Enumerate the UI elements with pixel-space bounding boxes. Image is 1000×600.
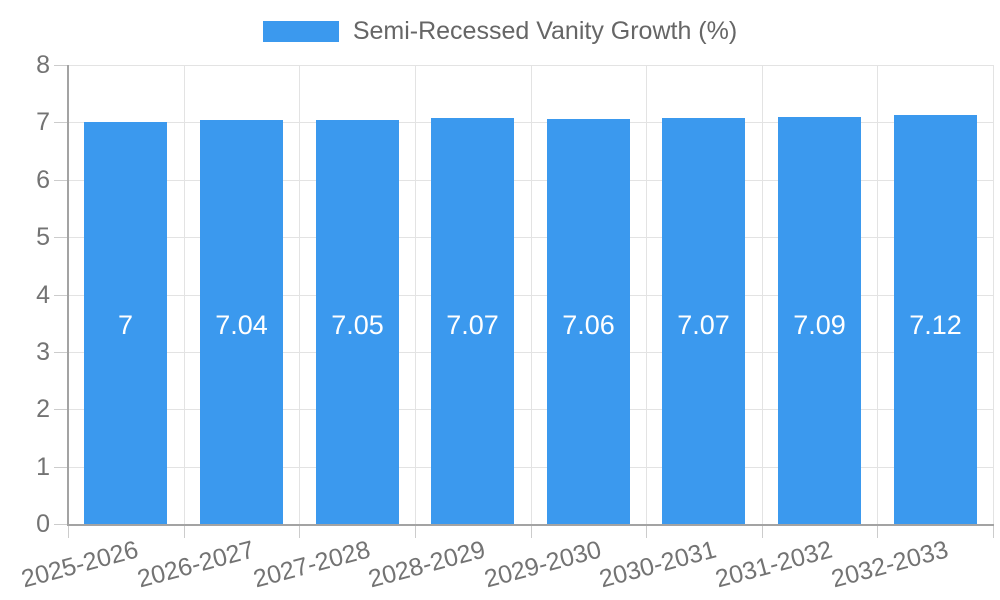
y-axis-tick-label: 2 bbox=[36, 395, 50, 423]
bar-value-label: 7.05 bbox=[331, 310, 384, 340]
y-axis-tick-mark bbox=[54, 352, 68, 353]
x-gridline bbox=[184, 65, 185, 524]
x-axis-line bbox=[67, 524, 994, 526]
x-gridline bbox=[646, 65, 647, 524]
y-axis-tick-mark bbox=[54, 467, 68, 468]
bar-value-label: 7.09 bbox=[793, 310, 846, 340]
y-axis-tick-mark bbox=[54, 409, 68, 410]
y-axis-line bbox=[67, 65, 69, 524]
y-axis-tick-label: 0 bbox=[36, 510, 50, 538]
bar-value-label: 7.04 bbox=[215, 310, 268, 340]
bar bbox=[316, 120, 399, 524]
y-gridline bbox=[68, 180, 993, 181]
bar-value-label: 7.06 bbox=[562, 310, 615, 340]
x-axis-category-label: 2029-2030 bbox=[481, 535, 604, 594]
bar-value-label: 7.12 bbox=[909, 310, 962, 340]
bar-value-label: 7 bbox=[117, 310, 134, 340]
bar bbox=[662, 118, 745, 524]
x-gridline bbox=[993, 65, 994, 524]
y-axis-tick-label: 1 bbox=[36, 453, 50, 481]
x-axis-category-label: 2027-2028 bbox=[249, 535, 373, 594]
y-axis-tick-label: 6 bbox=[36, 166, 50, 194]
y-axis-tick-label: 8 bbox=[36, 51, 50, 79]
bar-value-label: 7.07 bbox=[446, 310, 499, 340]
legend-swatch bbox=[262, 21, 339, 42]
y-gridline bbox=[68, 352, 993, 353]
x-axis-category-label: 2026-2027 bbox=[134, 535, 258, 594]
x-axis-tick-mark bbox=[762, 524, 763, 538]
y-axis-tick-label: 3 bbox=[36, 338, 50, 366]
x-axis-tick-mark bbox=[184, 524, 185, 538]
y-axis-tick-mark bbox=[54, 122, 68, 123]
y-axis-tick-mark bbox=[54, 295, 68, 296]
x-gridline bbox=[531, 65, 532, 524]
x-gridline bbox=[762, 65, 763, 524]
y-gridline bbox=[68, 122, 993, 123]
x-axis-tick-mark bbox=[299, 524, 300, 538]
bar bbox=[547, 119, 630, 524]
bar bbox=[200, 120, 283, 524]
x-gridline bbox=[299, 65, 300, 524]
chart-legend[interactable]: Semi-Recessed Vanity Growth (%) bbox=[0, 18, 1000, 45]
x-axis-tick-mark bbox=[415, 524, 416, 538]
x-axis-category-label: 2025-2026 bbox=[18, 535, 142, 594]
y-axis-tick-mark bbox=[54, 65, 68, 66]
x-axis-category-label: 2028-2029 bbox=[365, 535, 489, 594]
legend-label: Semi-Recessed Vanity Growth (%) bbox=[352, 17, 738, 45]
y-axis-tick-label: 7 bbox=[36, 108, 50, 136]
x-axis-tick-mark bbox=[531, 524, 532, 538]
x-axis-category-label: 2031-2032 bbox=[712, 535, 836, 594]
x-axis-tick-mark bbox=[646, 524, 647, 538]
y-axis-tick-label: 4 bbox=[36, 281, 50, 309]
bar bbox=[894, 115, 977, 524]
y-gridline bbox=[68, 295, 993, 296]
bar bbox=[431, 118, 514, 524]
x-gridline bbox=[415, 65, 416, 524]
y-axis-tick-label: 5 bbox=[36, 223, 50, 251]
y-axis-tick-mark bbox=[54, 524, 68, 525]
x-axis-category-label: 2032-2033 bbox=[828, 535, 951, 594]
bar-value-label: 7.07 bbox=[677, 310, 730, 340]
y-gridline bbox=[68, 409, 993, 410]
x-axis-tick-mark bbox=[993, 524, 994, 538]
x-axis-category-label: 2030-2031 bbox=[596, 535, 720, 594]
x-gridline bbox=[877, 65, 878, 524]
bar bbox=[84, 122, 167, 524]
y-axis-tick-mark bbox=[54, 237, 68, 238]
y-axis-tick-mark bbox=[54, 180, 68, 181]
y-gridline bbox=[68, 237, 993, 238]
x-axis-tick-mark bbox=[877, 524, 878, 538]
y-gridline bbox=[68, 467, 993, 468]
x-axis-tick-mark bbox=[68, 524, 69, 538]
bar bbox=[778, 117, 861, 524]
y-gridline bbox=[68, 65, 993, 66]
